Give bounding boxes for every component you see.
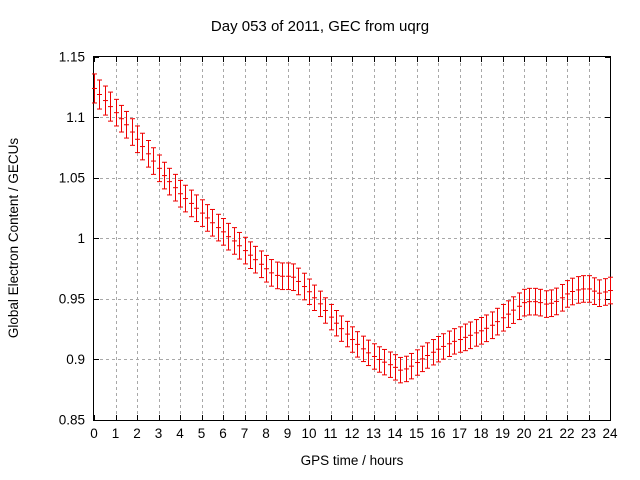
svg-text:23: 23: [581, 426, 596, 441]
svg-text:8: 8: [262, 426, 270, 441]
svg-text:19: 19: [495, 426, 510, 441]
svg-text:6: 6: [219, 426, 227, 441]
svg-text:12: 12: [344, 426, 359, 441]
svg-text:20: 20: [516, 426, 531, 441]
svg-text:11: 11: [323, 426, 337, 441]
svg-text:0.95: 0.95: [59, 292, 85, 307]
svg-text:0.85: 0.85: [59, 413, 85, 428]
svg-text:4: 4: [176, 426, 184, 441]
svg-text:21: 21: [538, 426, 553, 441]
svg-text:15: 15: [409, 426, 424, 441]
svg-text:14: 14: [387, 426, 403, 441]
svg-text:1.1: 1.1: [66, 110, 85, 125]
svg-text:13: 13: [366, 426, 381, 441]
svg-text:18: 18: [473, 426, 488, 441]
svg-text:1: 1: [77, 231, 85, 246]
svg-text:1.05: 1.05: [59, 171, 85, 186]
svg-text:1.15: 1.15: [59, 50, 85, 65]
svg-text:16: 16: [430, 426, 445, 441]
chart-title: Day 053 of 2011, GEC from uqrg: [210, 18, 430, 35]
svg-text:17: 17: [452, 426, 467, 441]
svg-text:3: 3: [155, 426, 163, 441]
svg-text:22: 22: [559, 426, 574, 441]
svg-text:2: 2: [133, 426, 141, 441]
svg-text:24: 24: [602, 426, 618, 441]
svg-text:7: 7: [241, 426, 249, 441]
svg-text:9: 9: [284, 426, 292, 441]
y-axis-title: Global Electron Content / GECUs: [6, 137, 21, 339]
svg-text:10: 10: [301, 426, 316, 441]
svg-text:1: 1: [112, 426, 120, 441]
svg-text:5: 5: [198, 426, 206, 441]
x-axis-title: GPS time / hours: [300, 453, 404, 468]
svg-text:0: 0: [90, 426, 98, 441]
svg-text:0.9: 0.9: [66, 352, 85, 367]
